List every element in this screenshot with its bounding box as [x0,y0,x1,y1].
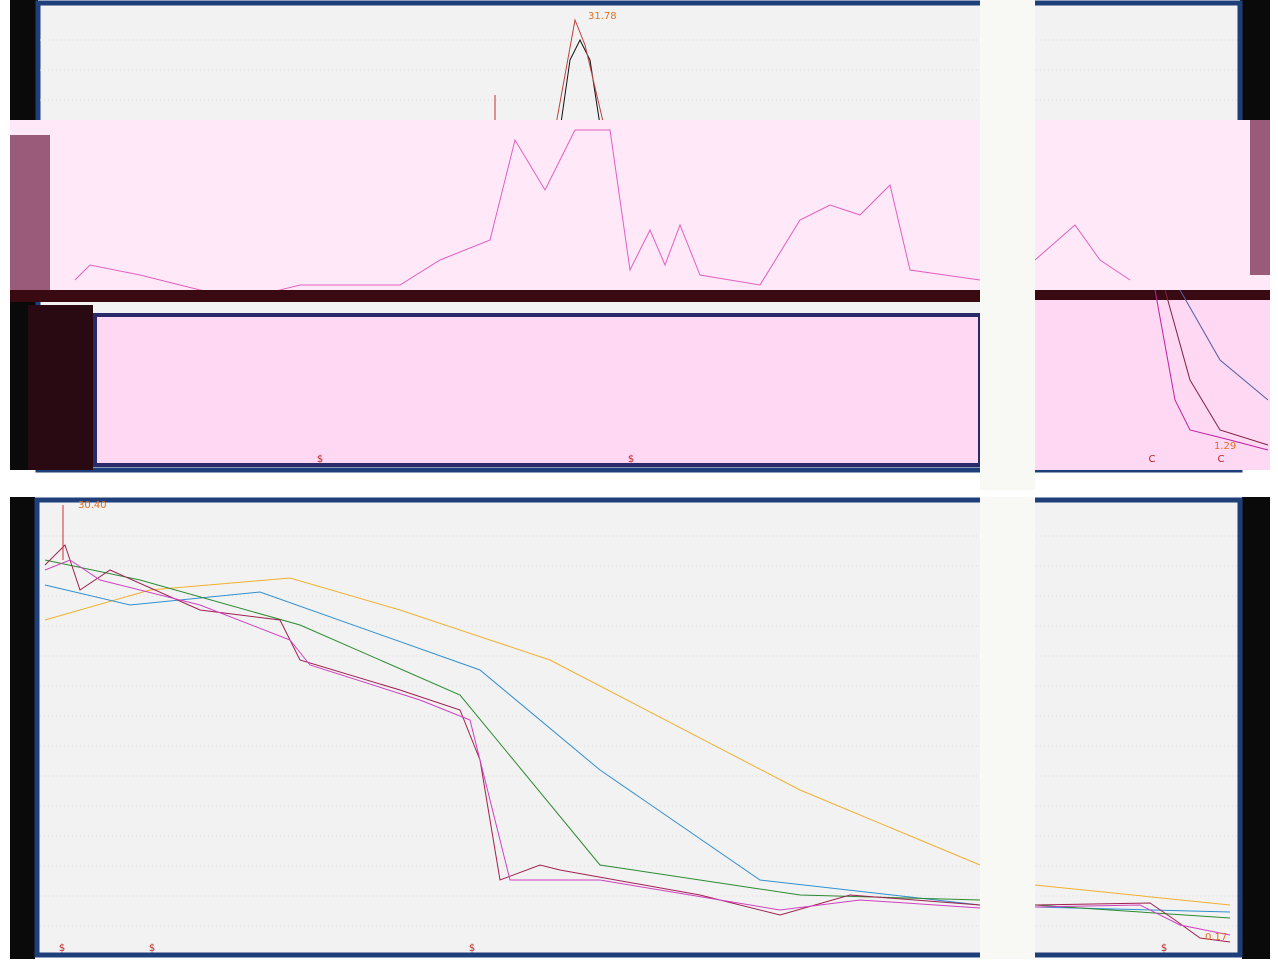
marker: $ [469,943,475,954]
glitch-area [93,313,982,467]
glitch-column [980,0,1035,490]
glitch-band [10,120,1270,292]
high-label: 30.40 [78,500,107,511]
left-bar [10,497,35,959]
glitch-column [980,497,1035,959]
ma-line [1179,289,1269,401]
marker: $ [317,454,323,465]
price-spike [554,18,606,131]
price-line [1034,902,1231,943]
low-label: 1.29 [1214,441,1236,452]
marker: $ [628,454,634,465]
marker: C [1149,454,1156,465]
right-bar [1242,497,1270,959]
marker: $ [59,943,65,954]
low-label: 0.17 [1205,932,1227,943]
ma-pink [1034,904,1231,936]
ma-line [1164,289,1269,446]
ma-pink [44,559,981,911]
glitch-block [1250,120,1270,275]
bottom-chart-frame [34,497,1243,958]
price-line [44,544,981,916]
glitch-block [28,305,93,470]
ma-line [1034,224,1131,281]
glitch-area [1035,300,1270,470]
glitch-block [10,135,50,290]
marker: C [1218,454,1225,465]
high-label: 31.78 [588,11,617,22]
glitch-strip [10,290,1270,302]
marker: $ [149,943,155,954]
marker: $ [1161,943,1167,954]
ma-line [1154,289,1269,451]
